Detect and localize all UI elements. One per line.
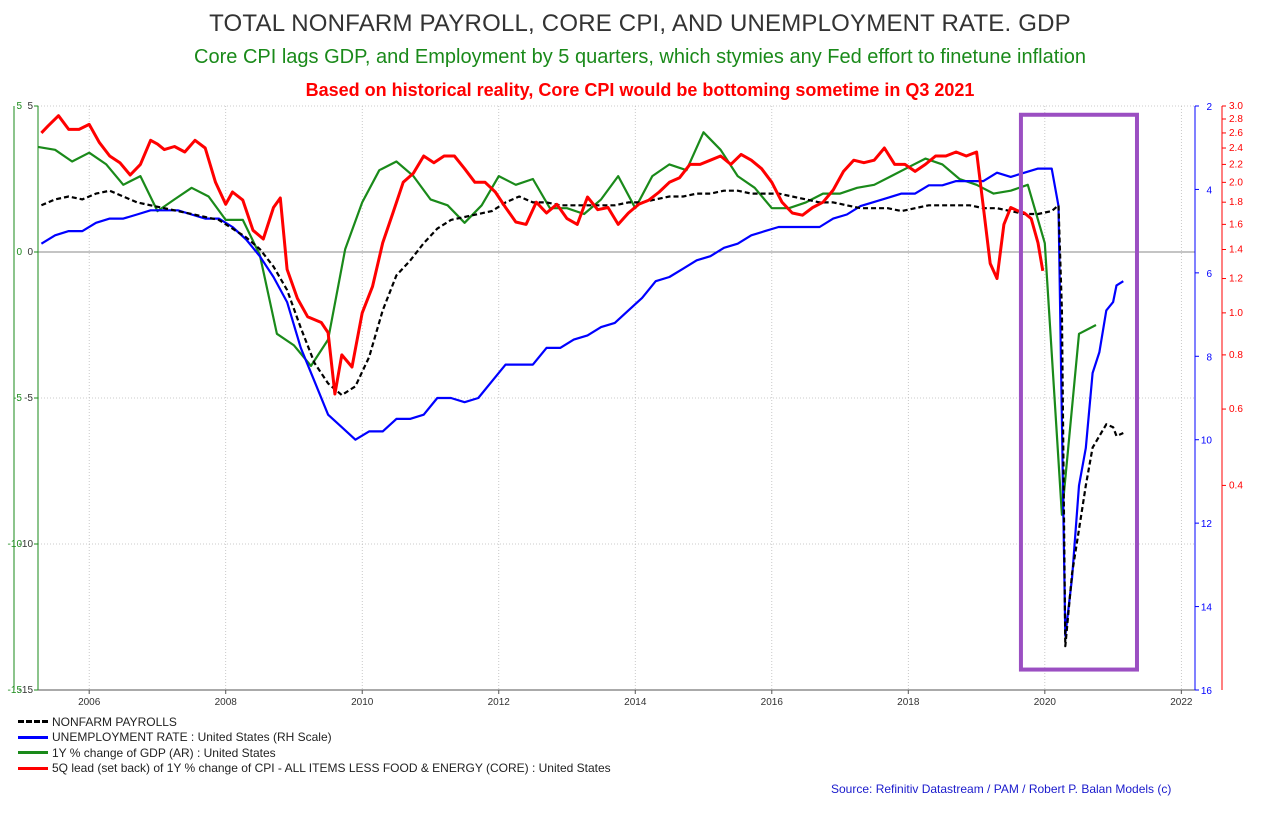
cpi-tick-label: 2.0 — [1229, 177, 1243, 188]
unemployment-tick-label: 4 — [1206, 185, 1212, 196]
left-tick-label: -5 — [24, 393, 33, 404]
x-tick-label: 2014 — [624, 697, 647, 708]
unemployment-tick-label: 6 — [1206, 269, 1212, 280]
x-tick-label: 2012 — [488, 697, 511, 708]
legend-label-cpi: 5Q lead (set back) of 1Y % change of CPI… — [52, 761, 611, 776]
x-tick-label: 2016 — [761, 697, 784, 708]
cpi-tick-label: 1.4 — [1229, 245, 1243, 256]
legend-item-unemployment: UNEMPLOYMENT RATE : United States (RH Sc… — [18, 730, 611, 746]
legend-item-cpi: 5Q lead (set back) of 1Y % change of CPI… — [18, 761, 611, 777]
cpi-tick-label: 2.4 — [1229, 143, 1243, 154]
unemployment-tick-label: 12 — [1201, 519, 1213, 530]
cpi-tick-label: 1.0 — [1229, 308, 1243, 319]
cpi-tick-label: 3.0 — [1229, 101, 1243, 112]
cpi-tick-label: 1.6 — [1229, 219, 1243, 230]
cpi-tick-label: 1.8 — [1229, 197, 1243, 208]
legend-label-gdp: 1Y % change of GDP (AR) : United States — [52, 745, 276, 760]
left-outer-tick-label: 0 — [16, 247, 22, 258]
legend-swatch-gdp — [18, 751, 48, 755]
series-line-payrolls — [40, 189, 1124, 648]
cpi-tick-label: 1.2 — [1229, 274, 1243, 285]
legend-item-gdp: 1Y % change of GDP (AR) : United States — [18, 745, 611, 761]
legend-swatch-unemployment — [18, 735, 48, 739]
legend-swatch-cpi — [18, 766, 48, 770]
left-outer-tick-label: -5 — [13, 393, 22, 404]
chart-subtitle: Core CPI lags GDP, and Employment by 5 q… — [194, 46, 1086, 68]
legend: NONFARM PAYROLLS UNEMPLOYMENT RATE : Uni… — [18, 714, 611, 776]
cpi-tick-label: 0.4 — [1229, 480, 1243, 491]
cpi-tick-label: 0.8 — [1229, 350, 1243, 361]
chart-title: TOTAL NONFARM PAYROLL, CORE CPI, AND UNE… — [209, 10, 1071, 37]
left-outer-tick-label: 5 — [16, 101, 22, 112]
left-tick-label: -15 — [19, 685, 34, 696]
source-note: Source: Refinitiv Datastream / PAM / Rob… — [831, 782, 1172, 796]
left-outer-tick-label: -15 — [8, 685, 23, 696]
highlight-box — [1018, 112, 1139, 672]
unemployment-tick-label: 14 — [1201, 603, 1213, 614]
unemployment-tick-label: 10 — [1201, 436, 1213, 447]
left-outer-tick-label: -10 — [8, 539, 23, 550]
left-tick-label: 5 — [27, 101, 33, 112]
x-tick-label: 2010 — [351, 697, 374, 708]
unemployment-tick-label: 2 — [1206, 102, 1212, 113]
series-line-unemployment — [40, 167, 1124, 637]
x-tick-label: 2022 — [1170, 697, 1193, 708]
x-tick-label: 2018 — [897, 697, 920, 708]
cpi-tick-label: 0.6 — [1229, 404, 1243, 415]
unemployment-tick-label: 16 — [1201, 686, 1213, 697]
cpi-tick-label: 2.6 — [1229, 128, 1243, 139]
cpi-tick-label: 2.8 — [1229, 114, 1243, 125]
legend-swatch-payrolls — [18, 720, 48, 724]
legend-label-payrolls: NONFARM PAYROLLS — [52, 714, 177, 729]
x-tick-label: 2020 — [1034, 697, 1057, 708]
series-line-gdp — [37, 131, 1097, 516]
cpi-tick-label: 2.2 — [1229, 159, 1243, 170]
left-tick-label: -10 — [19, 539, 34, 550]
left-tick-label: 0 — [27, 247, 33, 258]
x-tick-label: 2008 — [215, 697, 238, 708]
unemployment-tick-label: 8 — [1206, 352, 1212, 363]
series-line-cpi — [40, 114, 1045, 396]
legend-item-payrolls: NONFARM PAYROLLS — [18, 714, 611, 730]
chart-note: Based on historical reality, Core CPI wo… — [305, 80, 975, 100]
x-tick-label: 2006 — [78, 697, 101, 708]
legend-label-unemployment: UNEMPLOYMENT RATE : United States (RH Sc… — [52, 730, 332, 745]
